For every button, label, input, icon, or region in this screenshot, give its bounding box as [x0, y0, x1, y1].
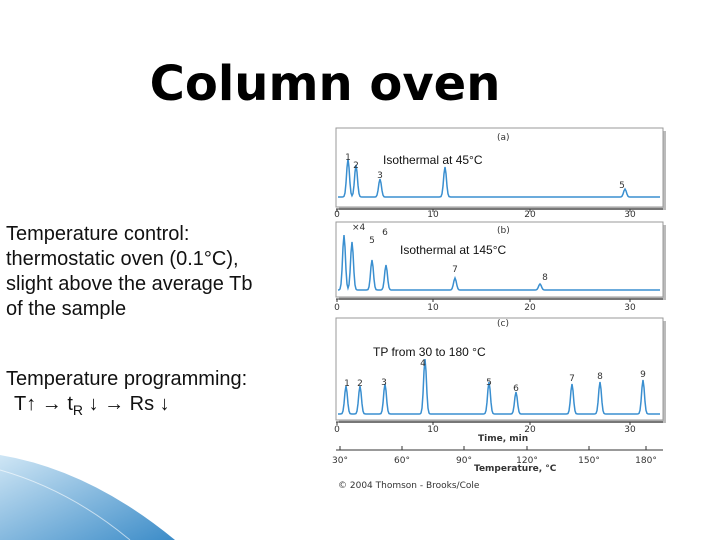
chromatogram-trace [338, 358, 660, 415]
temperature-tick-label: 150° [578, 456, 600, 466]
panel-caption: Isothermal at 145°C [400, 243, 507, 257]
scale-note: ×4 [352, 223, 366, 233]
panel-frame [335, 127, 664, 208]
time-tick-label: 30 [624, 303, 636, 313]
time-tick-label: 10 [427, 210, 439, 220]
panel-caption: Isothermal at 45°C [383, 153, 483, 167]
time-tick-label: 0 [334, 210, 340, 220]
time-tick-label: 10 [427, 303, 439, 313]
peak-label: 3 [381, 378, 387, 388]
bullet-line: of the sample [6, 298, 126, 320]
time-tick-label: 30 [624, 210, 636, 220]
panel-frame [335, 317, 664, 421]
peak-label: 1 [345, 153, 351, 163]
temperature-axis-label: Temperature, °C [474, 464, 557, 474]
credit: © 2004 Thomson - Brooks/Cole [338, 481, 480, 491]
panel-frame [335, 221, 664, 298]
bullets: Temperature control: thermostatic oven (0… [6, 223, 252, 418]
time-tick-label: 10 [427, 425, 439, 435]
peak-label: 6 [513, 384, 519, 394]
peak-label: 3 [377, 171, 383, 181]
formula-subscript: R [73, 402, 83, 418]
formula-part: ↓ → Rs ↓ [83, 393, 170, 415]
chromatogram-trace [337, 234, 660, 291]
temperature-tick-label: 30° [332, 456, 348, 466]
temperature-tick-label: 90° [456, 456, 472, 466]
panel-tag: (b) [497, 226, 510, 236]
peak-label: 7 [452, 265, 458, 275]
panel-tag: (a) [497, 133, 510, 143]
peak-label: 5 [619, 181, 625, 191]
chromatogram-trace [338, 158, 660, 198]
slide-title: Column oven [150, 56, 501, 112]
time-tick-label: 0 [334, 303, 340, 313]
peak-label: 8 [597, 372, 603, 382]
formula-part: T↑ → t [14, 393, 73, 415]
peak-label: 2 [353, 161, 359, 171]
panel-tag: (c) [497, 319, 509, 329]
bullet-line: slight above the average Tb [6, 273, 252, 295]
peak-label: 6 [382, 228, 388, 238]
bullet-line: Temperature programming: [6, 368, 247, 390]
formula: T↑ → tR ↓ → Rs ↓ [14, 393, 170, 418]
temperature-tick-label: 60° [394, 456, 410, 466]
peak-label: 4 [420, 359, 426, 369]
temperature-tick-label: 120° [516, 456, 538, 466]
time-tick-label: 20 [524, 210, 536, 220]
peak-label: 5 [486, 378, 492, 388]
corner-decoration-line [0, 469, 131, 540]
time-axis-label: Time, min [478, 434, 528, 444]
time-tick-label: 30 [624, 425, 636, 435]
peak-label: 2 [357, 379, 363, 389]
peak-label: 5 [369, 236, 375, 246]
bullet-line: thermostatic oven (0.1°C), [6, 248, 239, 270]
corner-decoration [0, 455, 175, 540]
peak-label: 9 [640, 370, 646, 380]
peak-label: 8 [542, 273, 548, 283]
time-tick-label: 0 [334, 425, 340, 435]
bullet-line: Temperature control: [6, 223, 189, 245]
temperature-tick-label: 180° [635, 456, 657, 466]
time-tick-label: 20 [524, 425, 536, 435]
peak-label: 7 [569, 374, 575, 384]
time-tick-label: 20 [524, 303, 536, 313]
panel-caption: TP from 30 to 180 °C [373, 345, 486, 359]
peak-label: 1 [344, 379, 350, 389]
